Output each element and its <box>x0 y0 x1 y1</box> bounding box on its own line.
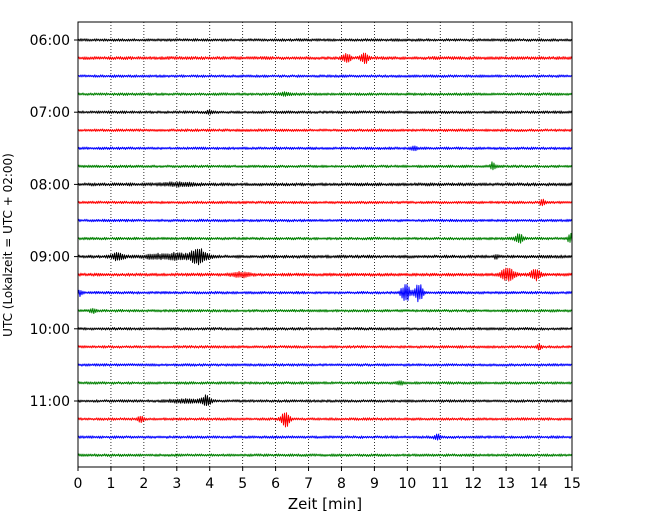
trace-line <box>77 91 573 97</box>
x-tick-label: 9 <box>370 476 379 492</box>
x-tick-label: 12 <box>464 476 482 492</box>
x-tick-label: 7 <box>304 476 313 492</box>
trace-line <box>77 38 573 42</box>
y-axis: 06:00 07:00 08:00 09:00 10:00 11:00 <box>30 33 78 410</box>
x-tick-label: 6 <box>271 476 280 492</box>
trace-line <box>77 307 573 315</box>
trace-line <box>77 232 573 244</box>
trace-line <box>77 218 573 223</box>
x-tick-label: 4 <box>205 476 214 492</box>
trace-line <box>77 412 573 428</box>
trace-line <box>77 363 573 367</box>
x-tick-label: 0 <box>74 476 83 492</box>
trace-line <box>77 181 573 188</box>
trace-line <box>77 380 573 386</box>
trace-line <box>77 267 573 282</box>
x-tick-label: 1 <box>106 476 115 492</box>
trace-line <box>77 394 573 407</box>
plot-background <box>78 22 572 467</box>
y-tick-label: 08:00 <box>30 177 70 193</box>
x-axis-title: Zeit [min] <box>288 495 362 513</box>
grid-lines <box>110 22 540 467</box>
trace-line <box>77 284 573 303</box>
y-tick-label: 09:00 <box>30 250 70 266</box>
seismic-traces <box>77 38 573 457</box>
trace-line <box>77 327 573 331</box>
x-tick-label: 5 <box>238 476 247 492</box>
x-tick-label: 8 <box>337 476 346 492</box>
trace-line <box>77 145 573 152</box>
x-tick-label: 11 <box>431 476 449 492</box>
x-tick-label: 2 <box>139 476 148 492</box>
x-tick-label: 13 <box>497 476 515 492</box>
x-tick-label: 3 <box>172 476 181 492</box>
trace-line <box>77 248 573 266</box>
trace-line <box>77 109 573 115</box>
trace-line <box>77 453 573 457</box>
y-tick-label: 10:00 <box>30 322 70 338</box>
trace-line <box>77 161 573 171</box>
x-tick-label: 10 <box>398 476 416 492</box>
trace-line <box>77 52 573 64</box>
x-axis: 0 1 2 3 4 5 6 7 8 9 10 11 12 13 14 15 <box>74 467 581 492</box>
x-tick-label: 15 <box>563 476 581 492</box>
y-axis-title: UTC (Lokalzeit = UTC + 02:00) <box>1 153 15 337</box>
y-tick-label: 11:00 <box>30 394 70 410</box>
trace-line <box>77 74 573 78</box>
trace-line <box>77 198 573 207</box>
trace-line <box>77 433 573 441</box>
y-tick-label: 06:00 <box>30 33 70 49</box>
y-tick-label: 07:00 <box>30 105 70 121</box>
plot-frame <box>77 21 573 468</box>
trace-line <box>77 342 573 351</box>
x-tick-label: 14 <box>530 476 548 492</box>
trace-line <box>77 128 573 132</box>
